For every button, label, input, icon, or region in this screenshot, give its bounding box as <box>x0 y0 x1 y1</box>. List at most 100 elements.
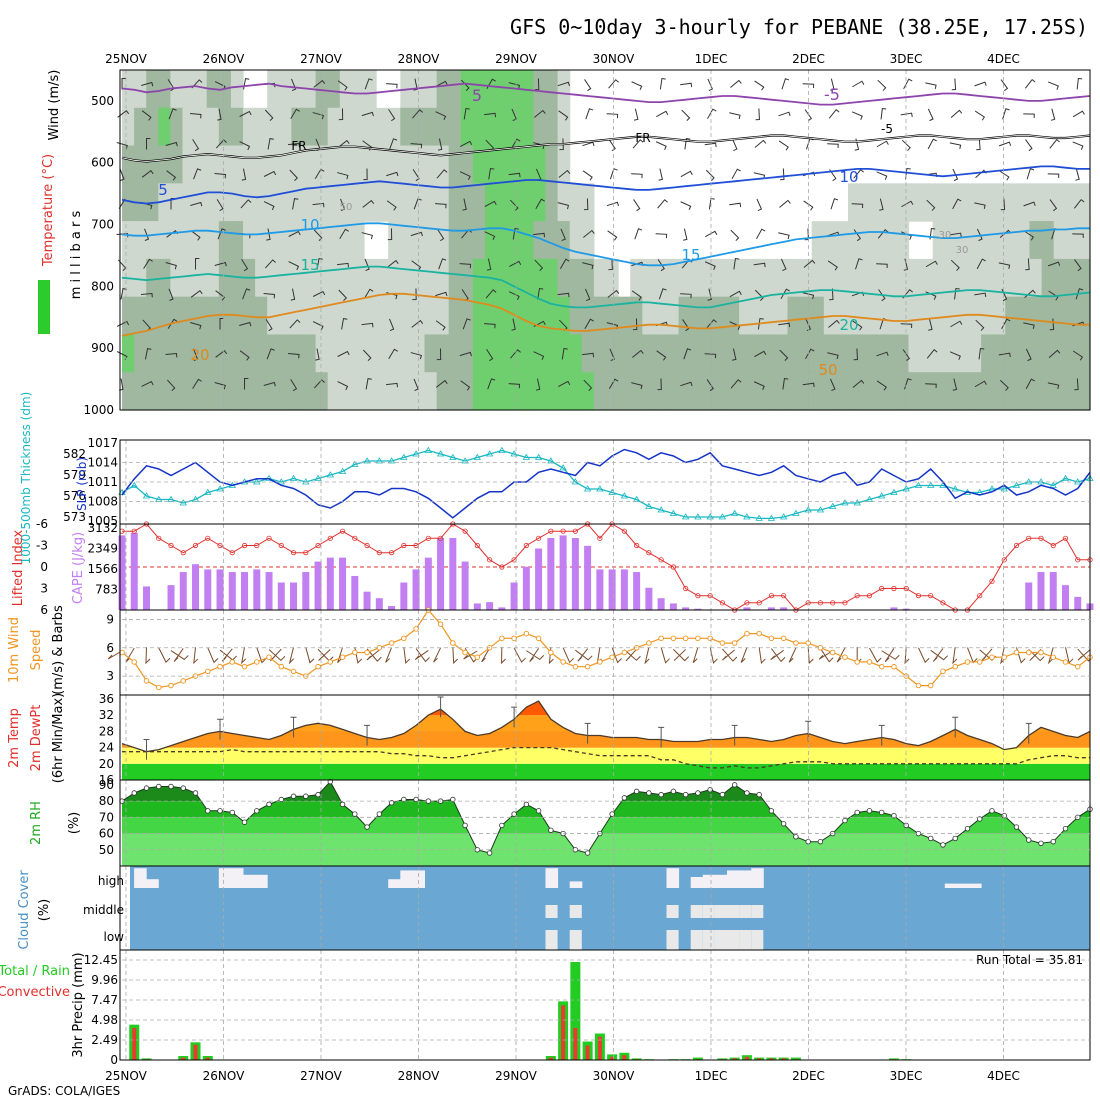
rh-point <box>217 808 223 814</box>
wind-barb <box>534 109 546 118</box>
precip-conv-bar <box>744 1056 749 1060</box>
slp-tick: 1011 <box>87 475 118 489</box>
cape-bar <box>1061 585 1069 610</box>
wind-barb <box>437 138 443 151</box>
rh-cell <box>521 258 534 298</box>
wind-barb <box>830 198 839 210</box>
li-point <box>597 535 603 541</box>
cape-bar <box>461 561 469 610</box>
day-label-top: 1DEC <box>695 52 728 66</box>
rh-cell <box>146 107 159 147</box>
cape-bar <box>890 607 898 610</box>
wind-barb <box>827 143 839 149</box>
rh-cell <box>763 296 776 336</box>
rh-cell <box>1077 258 1091 298</box>
wind-speed-point <box>388 640 395 646</box>
wind-barb <box>412 169 420 182</box>
rh-cell <box>388 372 401 411</box>
wind-barb <box>459 351 472 357</box>
wind-speed-point <box>327 659 334 665</box>
day-label-bottom: 28NOV <box>398 1069 440 1083</box>
rh-cell <box>509 145 522 184</box>
rh-cell <box>424 221 438 260</box>
li-point <box>278 542 284 549</box>
wind-barb <box>634 108 639 121</box>
rh-cell <box>182 145 196 184</box>
wind-speed-point <box>241 663 248 670</box>
rh-cell <box>255 145 268 184</box>
wind-speed-point <box>401 635 407 642</box>
li-point <box>205 535 211 541</box>
rh-cell <box>690 258 704 298</box>
rh-cell <box>569 372 583 411</box>
rh-cell <box>122 145 135 184</box>
li-point <box>634 542 640 549</box>
li-point <box>388 550 395 556</box>
wind-speed-point <box>266 654 272 660</box>
thickness-point <box>1049 481 1057 488</box>
rh-cell <box>969 258 982 298</box>
rh-cell <box>714 334 728 373</box>
cloud-block <box>412 870 425 888</box>
li-point <box>1038 535 1044 541</box>
wind-barb <box>289 319 301 329</box>
rh-cell <box>424 334 438 373</box>
cape-bar <box>400 582 408 610</box>
cloud-block <box>690 905 703 918</box>
wind-barb <box>242 288 251 300</box>
rh-cell <box>218 258 232 298</box>
rh-cell <box>376 258 389 298</box>
wind-barb <box>876 140 889 148</box>
wind-barb <box>195 258 200 270</box>
rh-cell <box>557 70 571 109</box>
wind-barb <box>363 168 368 181</box>
rh-cell <box>158 221 171 260</box>
rh-cell <box>218 372 232 411</box>
rh-legend-bar <box>38 280 50 334</box>
wind-barb <box>974 292 987 298</box>
temp-minmax-bar <box>584 722 591 744</box>
wind-speed-point <box>229 659 236 665</box>
rh-cell <box>364 145 377 184</box>
thickness-point <box>865 495 874 502</box>
wind-barb <box>558 110 569 121</box>
wind-barb <box>337 80 348 91</box>
rh-cell <box>1029 296 1043 336</box>
precip-conv-bar <box>573 1027 578 1060</box>
wind-barb <box>412 288 417 301</box>
wind-barb <box>740 647 748 663</box>
wind-barb <box>463 650 478 660</box>
wind-barb <box>657 259 665 272</box>
wind-barb <box>240 647 247 665</box>
rh-cell <box>1077 221 1091 260</box>
rh-cell <box>1017 183 1031 222</box>
wind-barb <box>974 380 987 388</box>
rh2m-label: 2m RH <box>29 801 44 845</box>
rh-tick: 70 <box>99 810 114 824</box>
wind-barb <box>535 198 545 210</box>
rh-cell <box>775 258 789 298</box>
wind-barb <box>802 292 815 300</box>
rh-cell <box>485 221 498 260</box>
wind-barb <box>436 348 442 361</box>
wind-barb <box>166 379 176 392</box>
wind-barb <box>779 349 789 361</box>
wind-barb <box>902 349 911 362</box>
rh-point <box>548 827 554 834</box>
wind-barb <box>361 322 374 328</box>
rh-cell <box>545 258 559 298</box>
wind-barb <box>900 112 913 118</box>
rh-cell <box>739 372 752 411</box>
surface-wind-barbs <box>107 646 1093 665</box>
wind-barb <box>435 320 446 331</box>
wind-barb <box>952 378 958 391</box>
slp-tick: 1008 <box>87 495 118 509</box>
rh-cell <box>376 183 389 222</box>
wind-barb <box>244 378 249 390</box>
wind-barb <box>215 139 227 149</box>
li-point <box>192 542 199 549</box>
li-point <box>327 535 333 541</box>
wind-barb <box>631 173 643 179</box>
cloud-block <box>969 883 982 888</box>
rh-cell <box>714 372 728 411</box>
